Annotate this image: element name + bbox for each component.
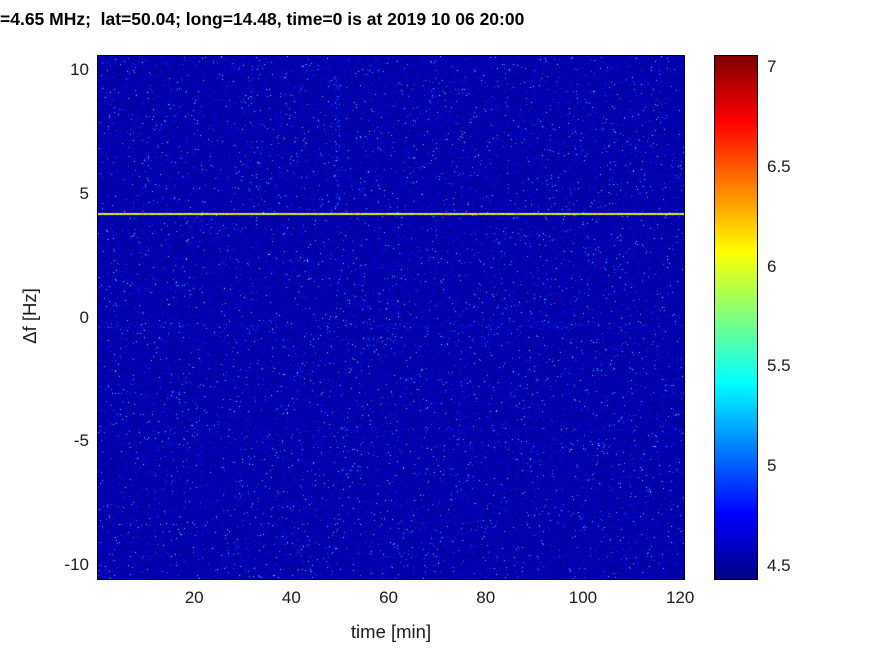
- colorbar-tick-label: 6: [767, 256, 777, 276]
- x-tick-label: 120: [665, 588, 695, 607]
- x-tick-label: 100: [568, 588, 598, 607]
- y-tick-label: -10: [64, 555, 89, 575]
- heatmap-canvas: [98, 56, 684, 579]
- x-tick-label: 40: [281, 588, 301, 607]
- y-axis-label: Δf [Hz]: [19, 288, 40, 344]
- colorbar-tick-label: 7: [767, 56, 777, 76]
- x-axis-label: time [min]: [350, 621, 432, 642]
- colorbar-tick-label: 6.5: [767, 156, 791, 176]
- x-tick-label: 80: [476, 588, 496, 607]
- y-tick-label: 5: [79, 183, 89, 203]
- y-tick-label: 10: [70, 59, 89, 79]
- colorbar-tick-label: 5: [767, 456, 777, 476]
- x-tick-label: 60: [379, 588, 399, 607]
- colorbar: [714, 55, 758, 580]
- chart-title: =4.65 MHz; lat=50.04; long=14.48, time=0…: [0, 9, 525, 29]
- colorbar-tick-label: 4.5: [767, 556, 791, 576]
- plot-area: [97, 55, 685, 580]
- colorbar-tick-label: 5.5: [767, 356, 791, 376]
- x-tick-label: 20: [184, 588, 204, 607]
- colorbar-gradient: [715, 56, 757, 579]
- y-tick-label: -5: [73, 431, 89, 451]
